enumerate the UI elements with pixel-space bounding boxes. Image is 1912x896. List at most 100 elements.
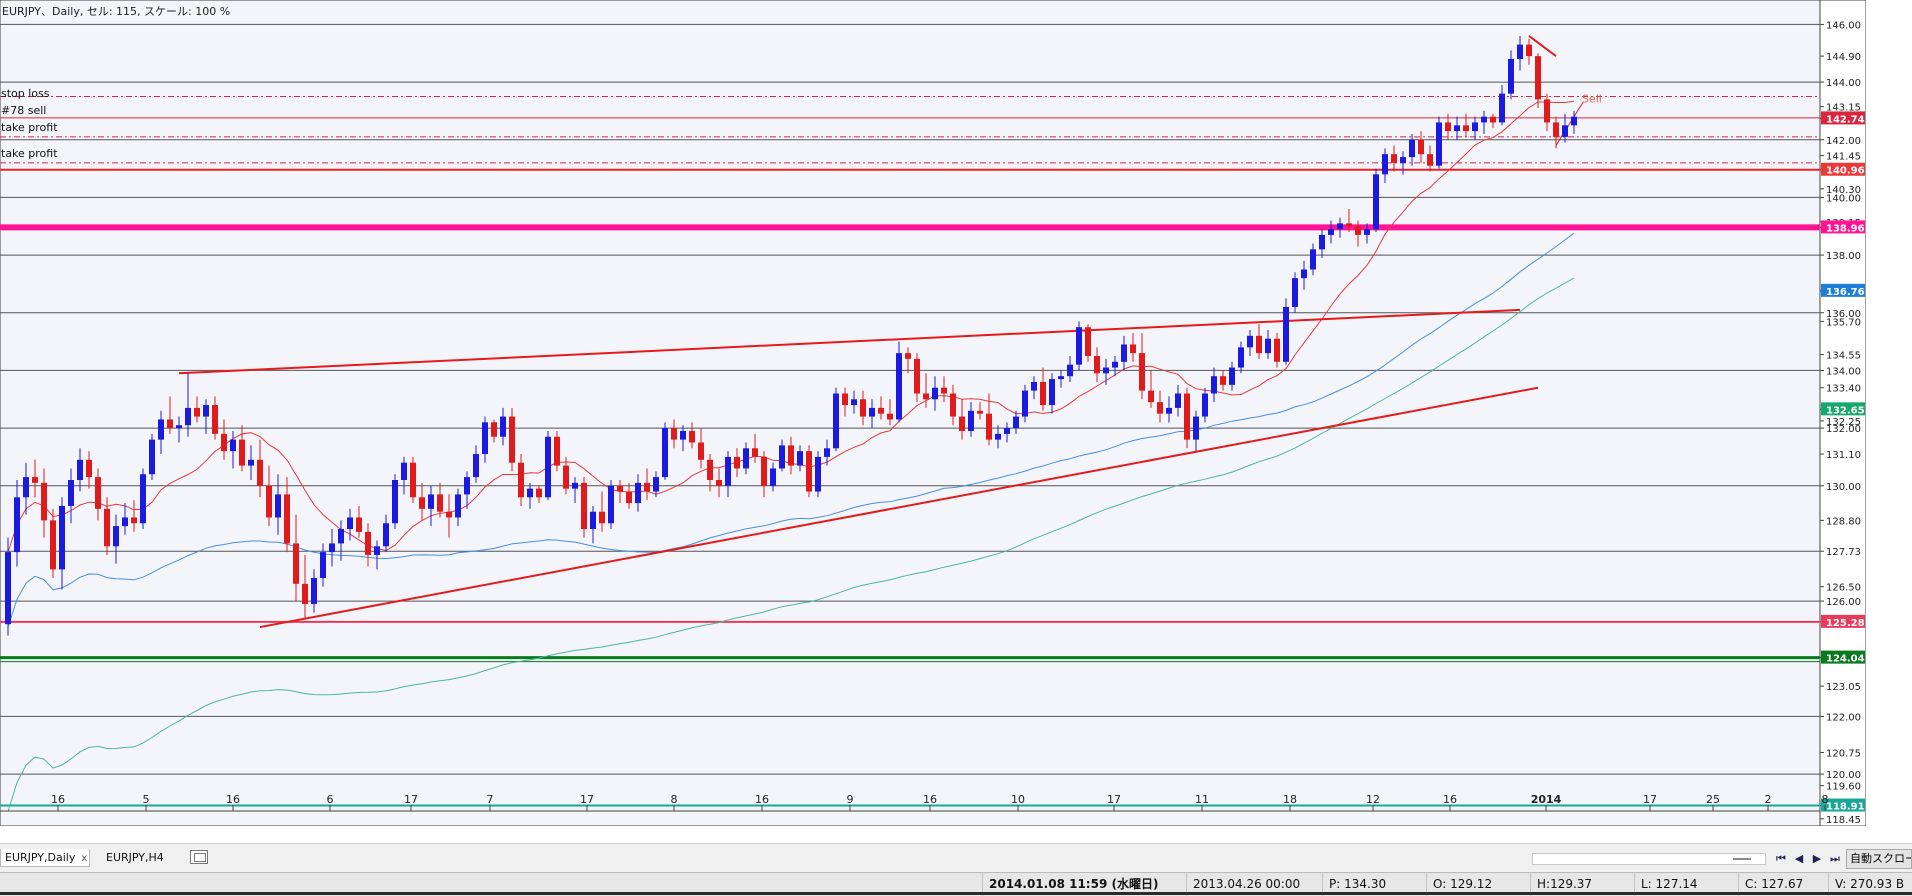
candle-body bbox=[1229, 367, 1235, 385]
tab-label: EURJPY,Daily bbox=[5, 851, 76, 864]
close-icon[interactable]: x bbox=[81, 853, 88, 864]
candle-body bbox=[1553, 122, 1559, 137]
candle-body bbox=[68, 479, 74, 506]
chart-title: EURJPY、Daily, セル: 115, スケール: 100 % bbox=[2, 5, 231, 18]
price-highlight-box bbox=[1821, 162, 1865, 176]
candle-body bbox=[626, 491, 632, 504]
candle-body bbox=[149, 439, 155, 475]
price-tick-label: 127.73 bbox=[1826, 547, 1861, 558]
autoscroll-button[interactable]: 自動スクロール bbox=[1846, 849, 1912, 869]
first-icon[interactable]: ⏮ bbox=[1776, 852, 1786, 865]
candle-body bbox=[23, 477, 29, 498]
time-tick-label: 11 bbox=[1195, 793, 1209, 806]
candle-body bbox=[914, 358, 920, 394]
ma-slow-line bbox=[7, 277, 1575, 812]
candle-body bbox=[1202, 393, 1208, 417]
candle-body bbox=[617, 485, 623, 492]
time-tick-label: 10 bbox=[1011, 793, 1025, 806]
price-highlight-label: 132.65 bbox=[1826, 405, 1865, 416]
candle-body bbox=[167, 419, 173, 429]
candle-body bbox=[86, 459, 92, 478]
candle-body bbox=[104, 508, 110, 547]
time-tick-label: 16 bbox=[755, 793, 769, 806]
candle-body bbox=[1130, 344, 1136, 354]
candle-body bbox=[581, 482, 587, 530]
tab-eurjpy-h4[interactable]: EURJPY,H4 bbox=[102, 849, 182, 867]
candle-body bbox=[1256, 335, 1262, 354]
candle-body bbox=[662, 428, 668, 478]
candle-body bbox=[1427, 154, 1433, 166]
time-tick-label: 8 bbox=[671, 793, 678, 806]
scroll-thumb[interactable] bbox=[1733, 858, 1751, 860]
price-tick-label: 144.90 bbox=[1826, 52, 1861, 63]
time-tick-label: 17 bbox=[580, 793, 594, 806]
candle-body bbox=[230, 439, 236, 452]
candle-body bbox=[698, 442, 704, 460]
candle-body bbox=[302, 583, 308, 604]
candle-body bbox=[1454, 125, 1460, 132]
candle-body bbox=[1544, 99, 1550, 123]
candle-body bbox=[1463, 125, 1469, 132]
candle-body bbox=[221, 433, 227, 452]
price-tick-label: 123.05 bbox=[1826, 682, 1861, 693]
last-icon[interactable]: ⏭ bbox=[1830, 852, 1840, 865]
horizontal-scrollbar[interactable] bbox=[1532, 853, 1766, 865]
candle-body bbox=[338, 529, 344, 544]
price-tick-label: 140.00 bbox=[1826, 193, 1861, 204]
pattern-line bbox=[1555, 102, 1584, 146]
price-highlight-box bbox=[1821, 650, 1865, 664]
time-tick-label: 2 bbox=[1765, 793, 1772, 806]
time-tick-label: 25 bbox=[1706, 793, 1720, 806]
price-tick-label: 134.00 bbox=[1826, 366, 1861, 377]
price-tick-label: 132.25 bbox=[1826, 417, 1861, 428]
next-icon[interactable]: ▶ bbox=[1812, 852, 1822, 865]
candle-body bbox=[392, 479, 398, 524]
status-volume: V: 270.93 B bbox=[1828, 873, 1912, 896]
ma-mid-line bbox=[7, 232, 1575, 628]
windows-icon[interactable] bbox=[190, 850, 208, 864]
candle-body bbox=[356, 517, 362, 532]
candle-body bbox=[347, 517, 353, 530]
candle-body bbox=[599, 511, 605, 524]
candle-body bbox=[1058, 376, 1064, 380]
candle-body bbox=[1076, 327, 1082, 365]
candle-body bbox=[608, 485, 614, 524]
candle-body bbox=[653, 477, 659, 492]
candle-body bbox=[176, 425, 182, 429]
candle-body bbox=[725, 456, 731, 486]
candle-body bbox=[734, 456, 740, 469]
candle-body bbox=[815, 456, 821, 492]
candle-body bbox=[923, 393, 929, 400]
price-tick-label: 140.30 bbox=[1826, 185, 1861, 196]
price-tick-label: 126.50 bbox=[1826, 583, 1861, 594]
candle-body bbox=[428, 494, 434, 509]
candle-body bbox=[1346, 223, 1352, 227]
candle-body bbox=[1517, 44, 1523, 60]
prev-icon[interactable]: ◀ bbox=[1794, 852, 1804, 865]
candle-body bbox=[1211, 376, 1217, 394]
candle-body bbox=[185, 407, 191, 426]
price-highlight-box bbox=[1821, 798, 1865, 812]
candle-body bbox=[1319, 234, 1325, 250]
candle-body bbox=[797, 451, 803, 466]
candle-body bbox=[671, 428, 677, 440]
candle-body bbox=[500, 416, 506, 437]
price-tick-label: 133.40 bbox=[1826, 384, 1861, 395]
tab-eurjpy-daily[interactable]: EURJPY,Daily x bbox=[0, 849, 90, 867]
candle-body bbox=[779, 445, 785, 469]
price-tick-label: 134.55 bbox=[1826, 351, 1861, 362]
candle-body bbox=[275, 494, 281, 518]
candle-body bbox=[788, 445, 794, 466]
candle-body bbox=[59, 505, 65, 570]
candle-body bbox=[1373, 174, 1379, 230]
price-tick-label: 128.80 bbox=[1826, 516, 1861, 527]
price-highlight-label: 124.04 bbox=[1826, 654, 1865, 665]
status-low: L: 127.14 bbox=[1634, 873, 1738, 896]
candle-body bbox=[860, 399, 866, 417]
time-tick-label: 18 bbox=[1283, 793, 1297, 806]
candle-body bbox=[842, 393, 848, 406]
candle-body bbox=[1067, 364, 1073, 377]
chart-area[interactable]: Sell 146.00 144.90 144.00 143.15 142.74 142.00… bbox=[0, 0, 1866, 826]
candle-body bbox=[491, 422, 497, 437]
